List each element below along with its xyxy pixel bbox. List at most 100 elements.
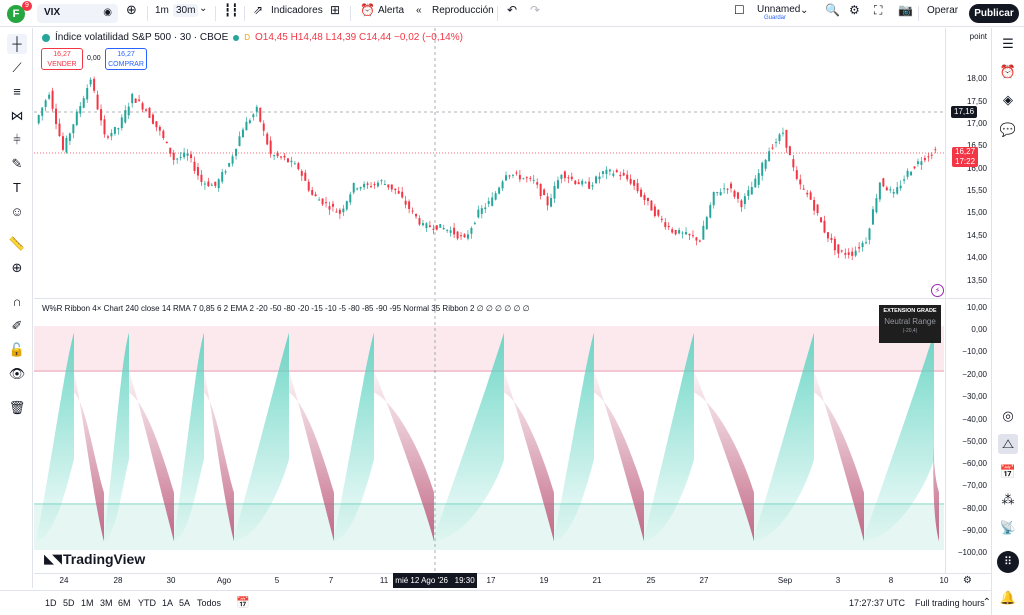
pine-editor-icon[interactable]: ⧍	[998, 434, 1018, 454]
layout-checkbox-icon[interactable]: ☐	[734, 3, 745, 17]
layout-chevron-down-icon[interactable]: ⌄	[800, 5, 809, 16]
ruler-icon[interactable]: 📏	[8, 236, 26, 251]
compare-add-icon[interactable]: ⊕	[126, 2, 137, 17]
trash-icon[interactable]: 🗑	[8, 400, 26, 415]
price-axis-label: 15,00	[966, 208, 987, 217]
interval-dropdown-chevron-icon[interactable]: ⌄	[199, 3, 208, 14]
price-scale-mode[interactable]: point	[969, 32, 987, 41]
alert-clock-icon[interactable]: ⏰	[360, 3, 375, 17]
utc-clock[interactable]: 17:27:37 UTC Full trading hours	[849, 598, 985, 608]
candle-body	[615, 170, 618, 173]
candle-body	[65, 137, 68, 153]
emoji-icon[interactable]: ☺	[10, 204, 24, 219]
range-button-5d[interactable]: 5D	[63, 598, 75, 608]
brush-icon[interactable]: ✎	[11, 156, 23, 171]
candle-body	[138, 99, 141, 101]
chart-type-candles-icon[interactable]: ┇┇	[224, 3, 239, 17]
symbol-eye-icon[interactable]: ◉	[103, 7, 112, 18]
candle-body	[297, 163, 300, 170]
hide-drawings-eye-icon[interactable]: 👁	[8, 366, 26, 381]
quick-search-icon[interactable]: 🔍	[825, 3, 840, 17]
fullscreen-icon[interactable]: ⛶	[874, 3, 883, 17]
layout-name[interactable]: Unnamed	[757, 4, 801, 15]
candle-body	[563, 171, 566, 179]
range-button-1d[interactable]: 1D	[45, 598, 57, 608]
lightning-icon[interactable]: ⚡	[931, 284, 944, 297]
settings-gear-icon[interactable]: ⚙	[849, 3, 860, 17]
watchlist-icon[interactable]: ☰	[1002, 36, 1014, 51]
candle-body	[498, 187, 501, 194]
lock-drawings-icon[interactable]: 🔓	[8, 342, 26, 357]
buy-button[interactable]: 16,27 COMPRAR	[105, 48, 147, 70]
streams-icon[interactable]: 📡	[999, 520, 1017, 535]
chart-canvas[interactable]	[34, 28, 944, 573]
range-button-6m[interactable]: 6M	[118, 598, 131, 608]
session-label[interactable]: Full trading hours	[915, 598, 985, 608]
candle-body	[484, 207, 487, 210]
draw-mode-lock-icon[interactable]: ✐	[11, 318, 23, 333]
publish-button[interactable]: Publicar	[969, 4, 1019, 23]
profile-avatar[interactable]: F	[7, 5, 25, 23]
calendar-icon[interactable]: 📅	[999, 464, 1017, 479]
range-button-5a[interactable]: 5A	[179, 598, 191, 608]
range-button-1m[interactable]: 1M	[81, 598, 94, 608]
indicators-button[interactable]: Indicadores	[271, 5, 323, 16]
price-axis[interactable]: point 18,00 17,50 17,00 16,50 16,00 15,50 15,0…	[945, 28, 991, 573]
replay-icon[interactable]: «	[416, 5, 422, 16]
zoom-in-icon[interactable]: ⊕	[11, 260, 23, 275]
bottom-chevron-up-icon[interactable]: ⌃	[982, 597, 991, 608]
undo-icon[interactable]: ↶	[507, 3, 518, 17]
chat-icon[interactable]: 💬	[999, 122, 1017, 137]
price-axis-label: 13,50	[966, 276, 987, 285]
redo-icon[interactable]: ↷	[530, 3, 541, 17]
symbol-search-input[interactable]: VIX ◉	[37, 4, 118, 23]
candle-body	[342, 208, 345, 213]
save-status[interactable]: Guardar	[764, 15, 787, 21]
candle-body	[927, 156, 930, 158]
text-tool-icon[interactable]: T	[13, 180, 21, 195]
data-window-icon[interactable]: ◈	[1003, 92, 1013, 107]
alerts-clock-icon[interactable]: ⏰	[999, 64, 1017, 79]
interval-1m-button[interactable]: 1m	[155, 5, 169, 16]
interval-30m-button[interactable]: 30m	[173, 4, 199, 17]
candle-body	[473, 222, 476, 224]
indicator-legend[interactable]: W%R Ribbon 4× Chart 240 close 14 RMA 7 0…	[42, 304, 530, 313]
goto-date-calendar-icon[interactable]: 📅	[236, 597, 250, 609]
candle-body	[622, 172, 625, 176]
ideas-icon[interactable]: ⁂	[1001, 492, 1015, 507]
alert-button[interactable]: Alerta	[378, 5, 405, 16]
last-price-value: 16,27	[955, 147, 976, 156]
indicators-icon[interactable]: ⇗	[253, 3, 264, 17]
candle-body	[515, 172, 518, 174]
pane-separator[interactable]	[34, 298, 991, 299]
overbought-zone	[34, 326, 944, 370]
notifications-bell-icon[interactable]: 🔔	[999, 590, 1017, 605]
time-axis-settings-gear-icon[interactable]: ⚙	[963, 575, 972, 586]
candle-body	[221, 172, 224, 182]
apps-grid-icon[interactable]: ⠿	[997, 551, 1019, 573]
trend-line-icon[interactable]: ⟋	[12, 60, 22, 75]
magnet-icon[interactable]: ∩	[12, 294, 22, 309]
prediction-icon[interactable]: ⫩	[13, 132, 21, 147]
templates-grid-icon[interactable]: ⊞	[330, 3, 341, 17]
target-icon[interactable]: ◎	[1002, 408, 1014, 423]
range-button-3m[interactable]: 3M	[100, 598, 113, 608]
fib-retracement-icon[interactable]: ≡	[13, 84, 21, 99]
tradingview-logo[interactable]: ◣◥ TradingView	[44, 551, 145, 567]
candle-body	[799, 179, 802, 185]
pattern-icon[interactable]: ⋈	[10, 108, 24, 123]
replay-button[interactable]: Reproducción	[432, 5, 494, 16]
snapshot-camera-icon[interactable]: 📷	[898, 3, 913, 17]
time-axis[interactable]: 24 28 30 Ago 5 7 11 17 19 21 25 27 Sep 3 8 10	[34, 573, 991, 588]
crosshair-cursor-icon[interactable]: ┼	[7, 34, 27, 54]
price-axis-label: 10,00	[966, 303, 987, 312]
range-button-todos[interactable]: Todos	[197, 598, 222, 608]
sell-button[interactable]: 16,27 VENDER	[41, 48, 83, 70]
trade-button[interactable]: Operar	[927, 5, 959, 16]
time-axis-tick: 25	[646, 576, 656, 585]
price-axis-label: −70,00	[962, 481, 987, 490]
range-button-1a[interactable]: 1A	[162, 598, 174, 608]
range-button-ytd[interactable]: YTD	[138, 598, 156, 608]
candle-body	[730, 183, 733, 189]
symbol-title[interactable]: Índice volatilidad S&P 500 · 30 · CBOE	[55, 32, 229, 43]
